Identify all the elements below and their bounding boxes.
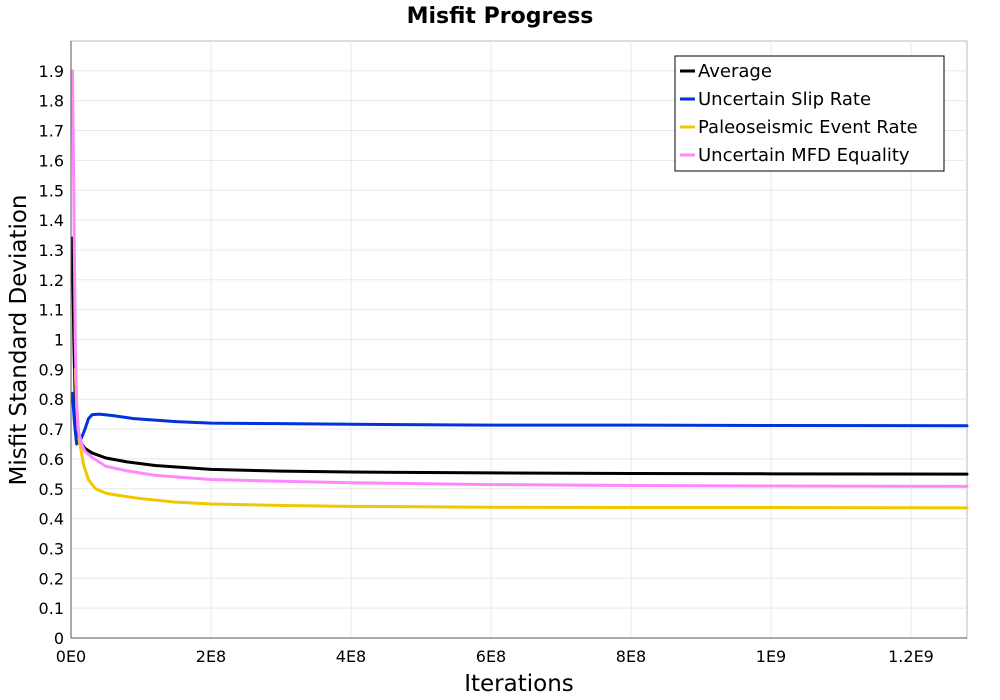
y-tick-label: 1.8: [39, 92, 64, 111]
y-tick-label: 1.3: [39, 241, 64, 260]
axes: [70, 41, 967, 639]
tick-labels: 0 0.1 0.2 0.3 0.4 0.5 0.6 0.7 0.8 0.9 1 1.1 1.2 1.3 1.…: [39, 62, 934, 666]
legend-label-uncertain-slip-rate: Uncertain Slip Rate: [698, 89, 871, 110]
y-tick-label: 0.1: [39, 599, 64, 618]
x-tick-label: 2E8: [196, 647, 226, 666]
legend-box: [674, 55, 945, 172]
legend: Average Uncertain Slip Rate Paleoseismic E…: [674, 55, 945, 172]
y-tick-label: 0.9: [39, 360, 64, 379]
y-tick-label: 1.4: [39, 211, 64, 230]
y-tick-label: 1.5: [39, 181, 64, 200]
y-tick-label: 0.3: [39, 539, 64, 558]
y-tick-label: 0.7: [39, 420, 64, 439]
y-tick-label: 0.6: [39, 450, 64, 469]
y-tick-label: 1.9: [39, 62, 64, 81]
legend-label-average: Average: [698, 61, 772, 82]
y-tick-label: 1.6: [39, 151, 64, 170]
y-tick-label: 0.8: [39, 390, 64, 409]
x-tick-label: 0E0: [56, 647, 86, 666]
y-tick-label: 0.5: [39, 480, 64, 499]
series-layer: [70, 69, 969, 510]
y-tick-label: 0: [54, 629, 64, 648]
grid: [71, 41, 967, 638]
x-tick-label: 1.2E9: [888, 647, 934, 666]
x-tick-label: 6E8: [476, 647, 506, 666]
series-line-paleoseismic-event-rate: [73, 367, 969, 510]
y-tick-label: 1.7: [39, 122, 64, 141]
y-tick-label: 1: [54, 331, 64, 350]
legend-label-paleoseismic-event-rate: Paleoseismic Event Rate: [698, 117, 918, 138]
y-tick-label: 1.1: [39, 301, 64, 320]
y-tick-label: 1.2: [39, 271, 64, 290]
series-line-uncertain-mfd-equality: [70, 69, 969, 488]
x-tick-label: 4E8: [336, 647, 366, 666]
x-tick-label: 1E9: [756, 647, 786, 666]
chart-title: Misfit Progress: [407, 4, 594, 29]
y-tick-label: 0.4: [39, 510, 64, 529]
x-tick-label: 8E8: [616, 647, 646, 666]
y-tick-label: 0.2: [39, 569, 64, 588]
y-axis-title: Misfit Standard Deviation: [6, 195, 32, 486]
legend-label-uncertain-mfd-equality: Uncertain MFD Equality: [698, 145, 910, 166]
x-axis-title: Iterations: [464, 671, 574, 697]
